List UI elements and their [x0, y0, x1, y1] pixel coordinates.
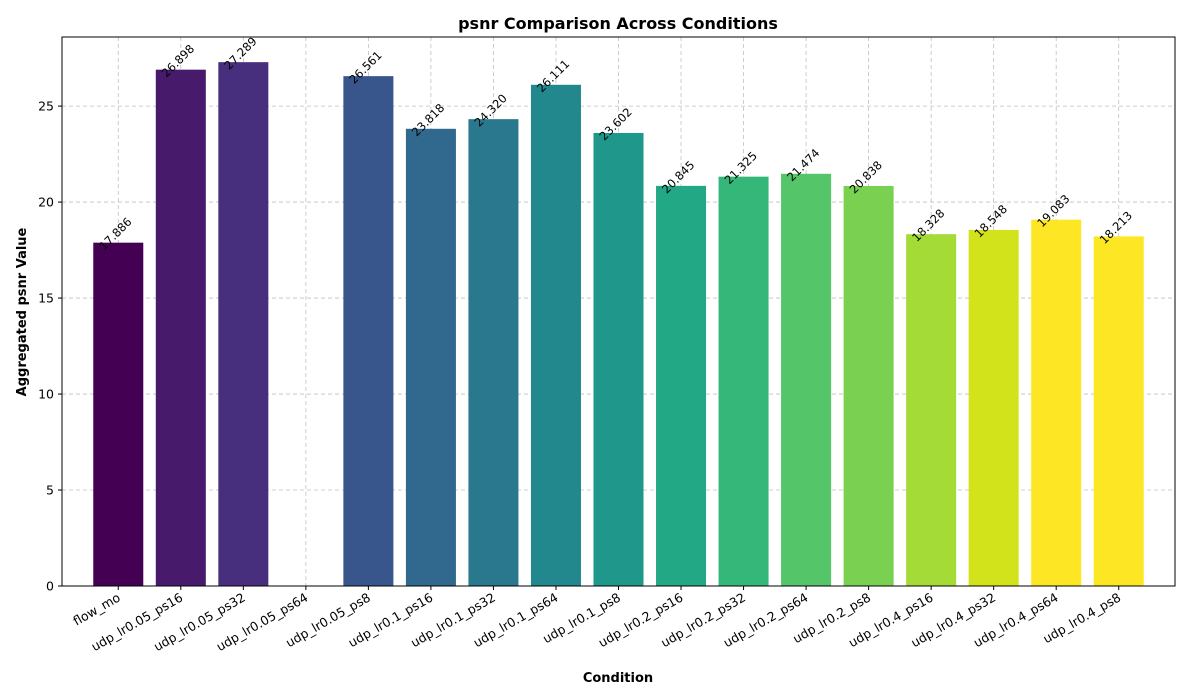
- bar: [218, 62, 269, 586]
- x-axis-title: Condition: [583, 671, 653, 686]
- bar: [405, 128, 456, 586]
- y-axis-title: Aggregated psnr Value: [15, 227, 30, 396]
- bar: [718, 176, 769, 586]
- bar: [593, 132, 644, 587]
- bar: [781, 173, 832, 586]
- bar: [343, 76, 394, 586]
- x-tick-label: flow_mo: [70, 590, 122, 629]
- y-tick-label: 15: [38, 291, 54, 306]
- bar: [968, 229, 1019, 586]
- y-axis: 0 5 10 15 20 25: [38, 99, 62, 594]
- bar: [468, 119, 519, 586]
- y-tick-label: 5: [46, 483, 54, 498]
- bars-layer: [93, 62, 1144, 587]
- bar: [530, 84, 581, 587]
- bar: [155, 69, 206, 586]
- y-tick-label: 0: [46, 579, 54, 594]
- y-tick-label: 25: [38, 99, 54, 114]
- bar: [93, 242, 144, 586]
- chart-title: psnr Comparison Across Conditions: [458, 14, 778, 33]
- bar: [656, 185, 707, 586]
- y-tick-label: 20: [38, 195, 54, 210]
- bar: [1093, 236, 1144, 586]
- y-tick-label: 10: [38, 387, 54, 402]
- bar: [906, 234, 957, 586]
- bar: [1031, 219, 1082, 586]
- x-axis: flow_moudp_lr0.05_ps16udp_lr0.05_ps32udp…: [70, 586, 1123, 654]
- bar: [843, 185, 894, 586]
